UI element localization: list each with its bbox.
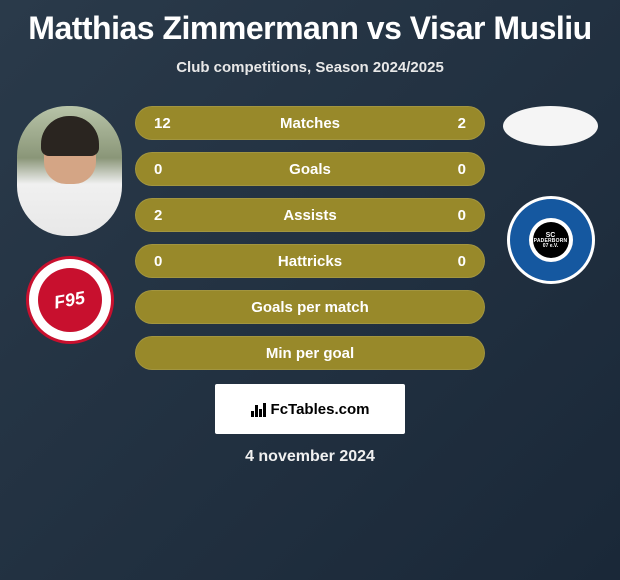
stat-right-value: 0: [426, 161, 466, 178]
club-badge-right-inner: SC PADERBORN 07 e.V.: [533, 222, 569, 258]
player-photo-left: [17, 106, 122, 236]
stat-row: 12Matches2: [135, 106, 485, 140]
watermark-badge: FcTables.com: [215, 384, 405, 434]
stats-column: 12Matches20Goals02Assists00Hattricks0Goa…: [135, 106, 485, 370]
stat-label: Matches: [194, 115, 426, 132]
content-row: F95 12Matches20Goals02Assists00Hattricks…: [0, 106, 620, 370]
stat-label: Hattricks: [194, 253, 426, 270]
stat-label: Min per goal: [194, 345, 426, 362]
page-title: Matthias Zimmermann vs Visar Musliu: [0, 10, 620, 47]
stat-label: Assists: [194, 207, 426, 224]
stat-row: 0Goals0: [135, 152, 485, 186]
stat-right-value: 0: [426, 207, 466, 224]
player-photo-right: [503, 106, 598, 146]
stat-label: Goals: [194, 161, 426, 178]
stat-left-value: 12: [154, 115, 194, 132]
bars-icon: [251, 401, 269, 417]
stat-left-value: 0: [154, 253, 194, 270]
club-badge-left-text: F95: [52, 287, 86, 313]
stat-label: Goals per match: [194, 299, 426, 316]
club-right-line3: 07 e.V.: [543, 244, 558, 249]
stat-row: 2Assists0: [135, 198, 485, 232]
date-label: 4 november 2024: [0, 448, 620, 466]
left-player-col: F95: [12, 106, 127, 344]
club-badge-right: SC PADERBORN 07 e.V.: [507, 196, 595, 284]
stat-row: Goals per match: [135, 290, 485, 324]
watermark-text: FcTables.com: [271, 401, 370, 418]
right-player-col: SC PADERBORN 07 e.V.: [493, 106, 608, 284]
stat-right-value: 0: [426, 253, 466, 270]
club-badge-left: F95: [26, 256, 114, 344]
stat-left-value: 2: [154, 207, 194, 224]
page-subtitle: Club competitions, Season 2024/2025: [0, 59, 620, 76]
comparison-card: Matthias Zimmermann vs Visar Musliu Club…: [0, 0, 620, 466]
stat-left-value: 0: [154, 161, 194, 178]
stat-right-value: 2: [426, 115, 466, 132]
stat-row: Min per goal: [135, 336, 485, 370]
stat-row: 0Hattricks0: [135, 244, 485, 278]
